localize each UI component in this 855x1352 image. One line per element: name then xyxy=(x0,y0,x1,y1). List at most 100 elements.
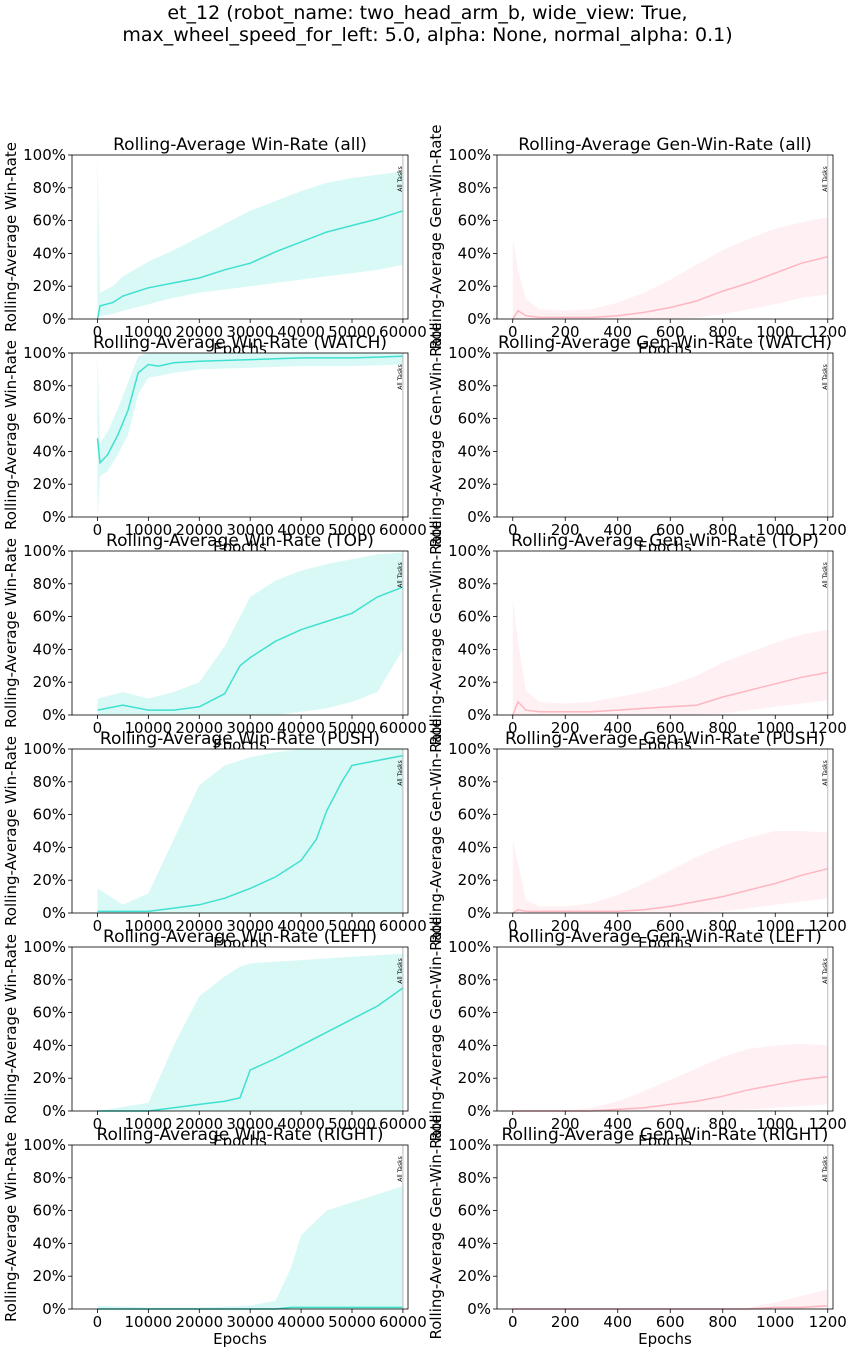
x-tick-label: 30000 xyxy=(226,719,274,737)
subplot-title: Rolling-Average Win-Rate (PUSH) xyxy=(100,729,380,749)
confidence-band xyxy=(512,217,828,319)
x-tick-label: 0 xyxy=(508,1115,518,1133)
x-tick-label: 400 xyxy=(603,719,632,737)
x-tick-label: 30000 xyxy=(226,917,274,935)
x-tick-label: 40000 xyxy=(277,917,325,935)
y-axis-label: Rolling-Average Win-Rate xyxy=(2,142,20,332)
suptitle-line-1: et_12 (robot_name: two_head_arm_b, wide_… xyxy=(167,2,688,24)
subplot-5: All Tasks 0 10000 20000 30000 40000 50000 60000… xyxy=(2,531,427,754)
series-line xyxy=(512,867,828,914)
y-tick-label: 60% xyxy=(33,1004,66,1022)
x-tick-label: 400 xyxy=(603,1115,632,1133)
x-tick-label: 800 xyxy=(708,323,737,341)
confidence-band xyxy=(512,831,828,913)
x-tick-label: 200 xyxy=(551,1115,580,1133)
y-tick-label: 80% xyxy=(458,179,491,197)
y-tick-label: 80% xyxy=(458,773,491,791)
y-tick-label: 40% xyxy=(458,1234,491,1252)
confidence-band xyxy=(97,953,403,1111)
subplot-title: Rolling-Average Win-Rate (LEFT) xyxy=(103,927,377,947)
x-tick-label: 1000 xyxy=(756,323,794,341)
y-tick-label: 80% xyxy=(458,377,491,395)
plot-area xyxy=(72,947,408,1111)
y-tick-label: 100% xyxy=(448,146,491,164)
x-tick-label: 10000 xyxy=(125,917,173,935)
y-tick-label: 60% xyxy=(458,212,491,230)
x-tick-label: 0 xyxy=(508,521,518,539)
subplot-title: Rolling-Average Gen-Win-Rate (RIGHT) xyxy=(502,1125,829,1145)
confidence-band xyxy=(97,155,403,319)
subplot-title: Rolling-Average Win-Rate (all) xyxy=(113,135,367,155)
x-tick-label: 800 xyxy=(708,521,737,539)
series-line xyxy=(96,210,404,320)
x-tick-label: 20000 xyxy=(175,917,223,935)
y-tick-label: 0% xyxy=(42,706,66,724)
x-tick-label: 0 xyxy=(93,521,103,539)
x-tick-label: 10000 xyxy=(125,521,173,539)
plot-area xyxy=(497,155,833,319)
y-tick-label: 60% xyxy=(33,1202,66,1220)
plot-area xyxy=(497,353,833,517)
y-tick-label: 40% xyxy=(458,838,491,856)
y-tick-label: 0% xyxy=(467,706,491,724)
all-tasks-label: All Tasks xyxy=(822,562,829,587)
x-tick-label: 200 xyxy=(551,1313,580,1331)
x-tick-label: 30000 xyxy=(226,1115,274,1133)
subplot-10: All Tasks 0 200 400 600 800 1000 1200 0% 20% 40% 60… xyxy=(427,916,847,1150)
y-tick-label: 80% xyxy=(458,971,491,989)
subplot-title: Rolling-Average Win-Rate (WATCH) xyxy=(93,333,387,353)
axes-frame xyxy=(496,946,834,1112)
subplot-11: All Tasks 0 10000 20000 30000 40000 50000 60000… xyxy=(2,1125,427,1348)
x-tick-label: 50000 xyxy=(328,719,376,737)
axes-frame xyxy=(496,352,834,518)
y-axis-label: Rolling-Average Win-Rate xyxy=(2,340,20,530)
x-tick-label: 60000 xyxy=(379,323,427,341)
subplot-2: All Tasks 0 200 400 600 800 1000 1200 0% 20% 40% 60… xyxy=(427,124,847,358)
confidence-band xyxy=(512,600,828,715)
subplot-3: All Tasks 0 10000 20000 30000 40000 50000 60000… xyxy=(2,333,427,556)
subplot-title: Rolling-Average Win-Rate (TOP) xyxy=(106,531,374,551)
y-tick-label: 100% xyxy=(23,542,66,560)
y-tick-label: 60% xyxy=(33,806,66,824)
y-tick-label: 100% xyxy=(23,1136,66,1154)
x-tick-label: 20000 xyxy=(175,719,223,737)
series-line xyxy=(512,255,828,320)
x-tick-label: 10000 xyxy=(125,1115,173,1133)
x-tick-label: 1200 xyxy=(809,521,847,539)
x-tick-label: 800 xyxy=(708,1115,737,1133)
y-tick-label: 0% xyxy=(467,508,491,526)
x-tick-label: 0 xyxy=(93,1313,103,1331)
x-tick-label: 400 xyxy=(603,521,632,539)
x-tick-label: 0 xyxy=(93,719,103,737)
x-tick-label: 600 xyxy=(656,1115,685,1133)
subplot-title: Rolling-Average Gen-Win-Rate (LEFT) xyxy=(508,927,822,947)
x-tick-label: 0 xyxy=(508,917,518,935)
subplot-8: All Tasks 0 200 400 600 800 1000 1200 0% 20% 40% 60… xyxy=(427,718,847,952)
y-tick-label: 20% xyxy=(458,1267,491,1285)
y-tick-label: 20% xyxy=(458,277,491,295)
x-tick-label: 0 xyxy=(508,1313,518,1331)
y-tick-label: 0% xyxy=(42,904,66,922)
x-tick-label: 1200 xyxy=(809,323,847,341)
y-tick-label: 60% xyxy=(458,410,491,428)
y-tick-label: 100% xyxy=(448,344,491,362)
y-tick-label: 20% xyxy=(458,871,491,889)
y-tick-label: 40% xyxy=(33,838,66,856)
y-tick-label: 0% xyxy=(42,508,66,526)
x-tick-label: 800 xyxy=(708,1313,737,1331)
y-tick-label: 100% xyxy=(448,542,491,560)
x-tick-label: 1000 xyxy=(756,521,794,539)
y-tick-label: 40% xyxy=(458,640,491,658)
y-tick-label: 80% xyxy=(458,575,491,593)
y-axis-label: Rolling-Average Gen-Win-Rate xyxy=(427,1114,445,1339)
x-tick-label: 10000 xyxy=(125,323,173,341)
y-tick-label: 0% xyxy=(42,310,66,328)
y-axis-label: Rolling-Average Gen-Win-Rate xyxy=(427,520,445,745)
x-tick-label: 50000 xyxy=(328,323,376,341)
x-tick-label: 800 xyxy=(708,917,737,935)
subplot-7: All Tasks 0 10000 20000 30000 40000 50000 60000… xyxy=(2,729,427,952)
subplot-title: Rolling-Average Gen-Win-Rate (WATCH) xyxy=(498,333,832,353)
x-tick-label: 200 xyxy=(551,323,580,341)
y-axis-label: Rolling-Average Win-Rate xyxy=(2,538,20,728)
